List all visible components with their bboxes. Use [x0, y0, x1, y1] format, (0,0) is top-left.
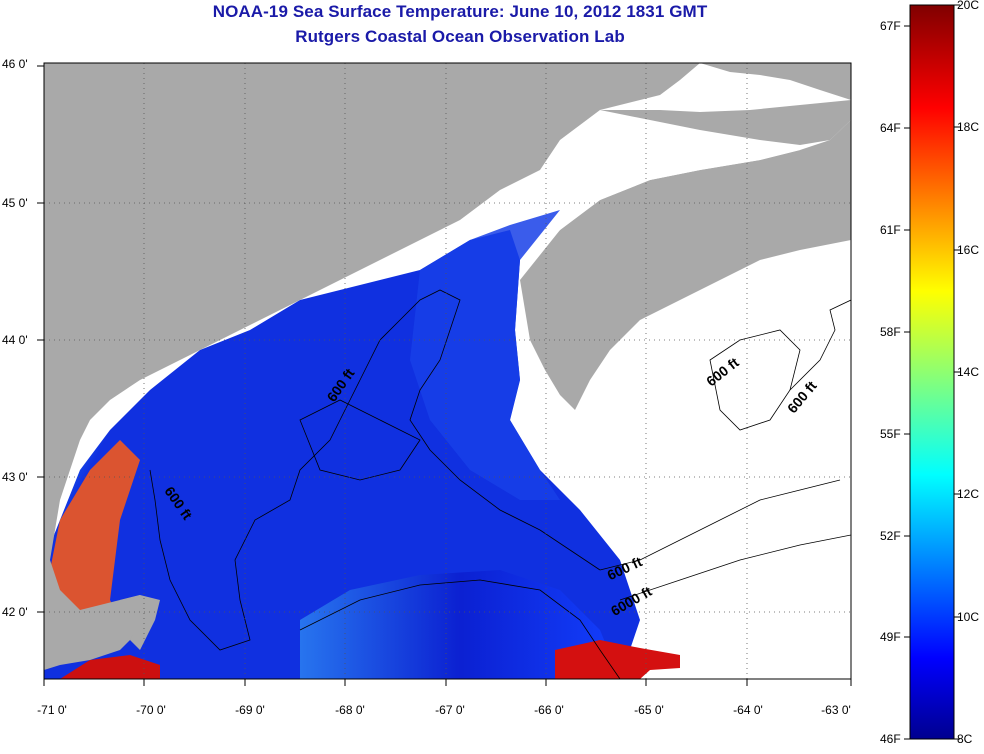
bathymetry-contours — [149, 289, 851, 679]
colorbar-c-tick: 20C — [957, 0, 980, 12]
warm-eddy — [555, 640, 680, 679]
contour-600-west — [149, 289, 601, 651]
colorbar-ticks — [904, 4, 960, 740]
bay-of-fundy — [520, 145, 800, 270]
lon-tick-65: -65 0' — [634, 703, 664, 717]
colorbar — [909, 4, 955, 740]
colorbar-c-tick: 14C — [957, 365, 980, 379]
land-nova-scotia — [520, 120, 851, 410]
lat-tick-43: 43 0' — [2, 470, 28, 484]
map-subtitle: Rutgers Coastal Ocean Observation Lab — [295, 27, 625, 46]
land-bay-of-fundy-north — [600, 100, 851, 145]
contour-6000 — [299, 579, 621, 679]
contour-shelf-east — [599, 479, 841, 571]
map-plot-area — [44, 63, 851, 679]
lat-tick-46: 46 0' — [2, 57, 28, 71]
lon-tick-69: -69 0' — [235, 703, 265, 717]
colorbar-f-tick: 49F — [880, 630, 901, 644]
lon-tick-71: -71 0' — [37, 703, 67, 717]
contour-scotian-2 — [789, 299, 851, 391]
colorbar-c-tick: 18C — [957, 120, 980, 134]
colorbar-f-tick: 61F — [880, 223, 901, 237]
axis-tick-marks — [37, 65, 852, 686]
colorbar-f-tick: 46F — [880, 732, 901, 746]
lon-tick-68: -68 0' — [335, 703, 365, 717]
colorbar-f-tick: 55F — [880, 427, 901, 441]
colorbar-f-tick: 58F — [880, 325, 901, 339]
lat-tick-42: 42 0' — [2, 605, 28, 619]
colorbar-c-tick: 12C — [957, 487, 980, 501]
lon-tick-67: -67 0' — [435, 703, 465, 717]
land-cape-cod — [120, 595, 160, 650]
lon-tick-63: -63 0' — [821, 703, 851, 717]
lon-tick-66: -66 0' — [534, 703, 564, 717]
deep-water-field — [300, 570, 620, 679]
cold-band — [410, 210, 560, 500]
lat-tick-45: 45 0' — [2, 196, 28, 210]
plot-frame — [43, 62, 852, 680]
warm-coast-west — [44, 440, 140, 650]
lon-tick-64: -64 0' — [733, 703, 763, 717]
land-northeast — [700, 63, 851, 100]
lon-tick-70: -70 0' — [136, 703, 166, 717]
contour-shelf-east2 — [619, 534, 851, 601]
contour-gulf-basin — [299, 399, 421, 481]
colorbar-f-tick: 52F — [880, 529, 901, 543]
warm-coast-south — [60, 655, 160, 679]
map-title: NOAA-19 Sea Surface Temperature: June 10… — [212, 2, 708, 21]
colorbar-c-tick: 10C — [957, 610, 980, 624]
colorbar-c-tick: 16C — [957, 243, 980, 257]
lat-tick-44: 44 0' — [2, 333, 28, 347]
colorbar-f-tick: 64F — [880, 121, 901, 135]
land-new-england — [44, 63, 700, 670]
colorbar-f-tick: 67F — [880, 19, 901, 33]
colorbar-c-tick: 8C — [957, 732, 973, 746]
